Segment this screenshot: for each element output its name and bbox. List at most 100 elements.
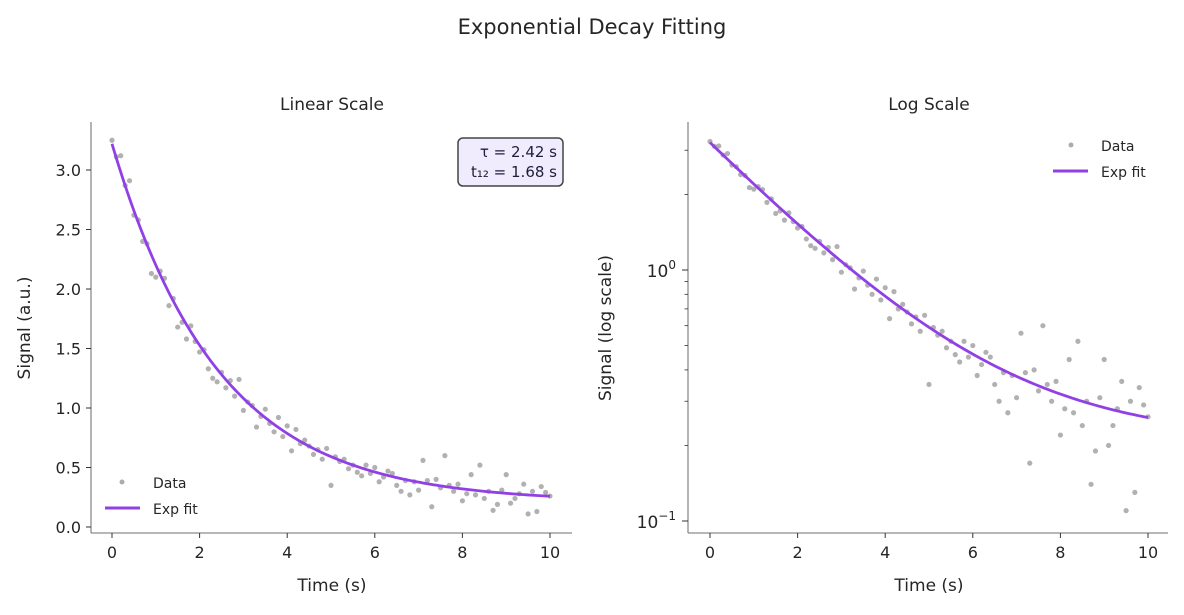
data-point bbox=[830, 257, 836, 263]
data-point bbox=[302, 437, 308, 443]
legend-data-marker bbox=[1068, 142, 1074, 148]
data-point bbox=[1088, 481, 1094, 487]
legend: Data Exp fit bbox=[105, 476, 198, 518]
data-point bbox=[922, 312, 928, 318]
data-point bbox=[148, 270, 155, 277]
data-point bbox=[873, 276, 880, 282]
data-point bbox=[970, 342, 976, 349]
x-tick-label: 8 bbox=[1055, 543, 1065, 562]
data-point bbox=[521, 481, 527, 487]
legend-fit-label: Exp fit bbox=[153, 502, 198, 518]
data-point bbox=[288, 448, 295, 454]
x-tick-label: 0 bbox=[705, 543, 715, 562]
data-point bbox=[398, 488, 404, 494]
data-point bbox=[1119, 378, 1125, 384]
data-point bbox=[878, 297, 884, 303]
data-point bbox=[716, 143, 722, 149]
data-point bbox=[503, 472, 509, 478]
data-point bbox=[882, 285, 888, 291]
data-point bbox=[926, 381, 932, 388]
data-point bbox=[451, 488, 457, 494]
data-point bbox=[943, 345, 950, 351]
data-point bbox=[1110, 422, 1116, 429]
data-point bbox=[1105, 442, 1112, 449]
x-tick-label: 10 bbox=[1138, 543, 1158, 562]
data-point bbox=[293, 426, 299, 433]
data-point bbox=[372, 464, 378, 471]
data-point bbox=[978, 361, 985, 368]
y-tick-label: 2.5 bbox=[56, 221, 81, 240]
data-point bbox=[464, 491, 470, 497]
data-point bbox=[1044, 381, 1050, 388]
data-point bbox=[1049, 398, 1055, 404]
data-point bbox=[468, 472, 474, 478]
data-point bbox=[1070, 410, 1077, 416]
data-point bbox=[1031, 367, 1037, 373]
fit-curve bbox=[110, 143, 551, 498]
data-point bbox=[1075, 338, 1081, 344]
data-point bbox=[834, 243, 840, 250]
data-point bbox=[385, 468, 391, 474]
data-point bbox=[1057, 432, 1063, 438]
x-tick-label: 0 bbox=[107, 543, 117, 562]
data-point bbox=[773, 210, 779, 217]
data-point bbox=[534, 508, 540, 515]
data-point bbox=[232, 393, 238, 399]
data-point bbox=[205, 366, 211, 372]
data-point bbox=[821, 250, 827, 256]
data-point bbox=[917, 328, 923, 334]
y-tick-label: 100 bbox=[647, 258, 676, 282]
data-point bbox=[1136, 384, 1142, 391]
data-point bbox=[459, 498, 465, 504]
legend-data-label: Data bbox=[153, 476, 186, 492]
data-point bbox=[223, 385, 229, 391]
log-scale-panel: Log Scale Time (s) Signal (log scale) 0 2… bbox=[596, 95, 1168, 596]
data-point bbox=[1092, 448, 1099, 454]
y-tick-label: 0.0 bbox=[56, 518, 81, 537]
data-point bbox=[240, 407, 246, 413]
data-point bbox=[838, 269, 845, 275]
data-point bbox=[996, 398, 1002, 404]
data-point bbox=[126, 178, 133, 184]
y-tick-label: 1.5 bbox=[56, 340, 81, 359]
data-point bbox=[328, 482, 334, 488]
data-point bbox=[965, 354, 972, 360]
data-point bbox=[1066, 356, 1072, 363]
data-point bbox=[407, 492, 413, 498]
data-point bbox=[494, 501, 501, 507]
data-point bbox=[275, 414, 282, 421]
data-point bbox=[987, 354, 993, 360]
data-point bbox=[1014, 395, 1020, 401]
data-point bbox=[210, 375, 216, 381]
data-point bbox=[166, 303, 172, 309]
annotation-tau: τ = 2.42 s bbox=[480, 143, 557, 161]
data-point bbox=[812, 245, 818, 251]
data-point bbox=[429, 504, 435, 510]
data-point bbox=[236, 376, 242, 383]
data-point bbox=[262, 406, 268, 412]
data-point bbox=[420, 457, 426, 463]
data-point bbox=[1027, 460, 1033, 466]
data-point bbox=[886, 316, 893, 322]
legend-data-marker bbox=[119, 479, 125, 485]
data-point bbox=[1097, 395, 1103, 401]
data-point bbox=[310, 451, 317, 458]
data-point bbox=[1022, 370, 1028, 376]
x-tick-label: 2 bbox=[195, 543, 205, 562]
data-point bbox=[214, 379, 220, 385]
data-point bbox=[319, 456, 325, 462]
data-point bbox=[525, 511, 531, 517]
legend: Data Exp fit bbox=[1053, 139, 1146, 181]
data-point bbox=[477, 462, 483, 468]
data-point bbox=[433, 476, 439, 482]
data-point bbox=[891, 289, 897, 295]
data-point bbox=[507, 500, 514, 506]
data-point bbox=[808, 243, 814, 249]
data-point bbox=[394, 482, 400, 488]
data-point bbox=[472, 492, 479, 498]
data-point bbox=[118, 153, 124, 159]
data-point bbox=[751, 186, 757, 192]
data-point bbox=[1101, 356, 1107, 363]
y-tick-label: 2.0 bbox=[56, 280, 81, 299]
y-axis-label: Signal (a.u.) bbox=[15, 277, 35, 380]
